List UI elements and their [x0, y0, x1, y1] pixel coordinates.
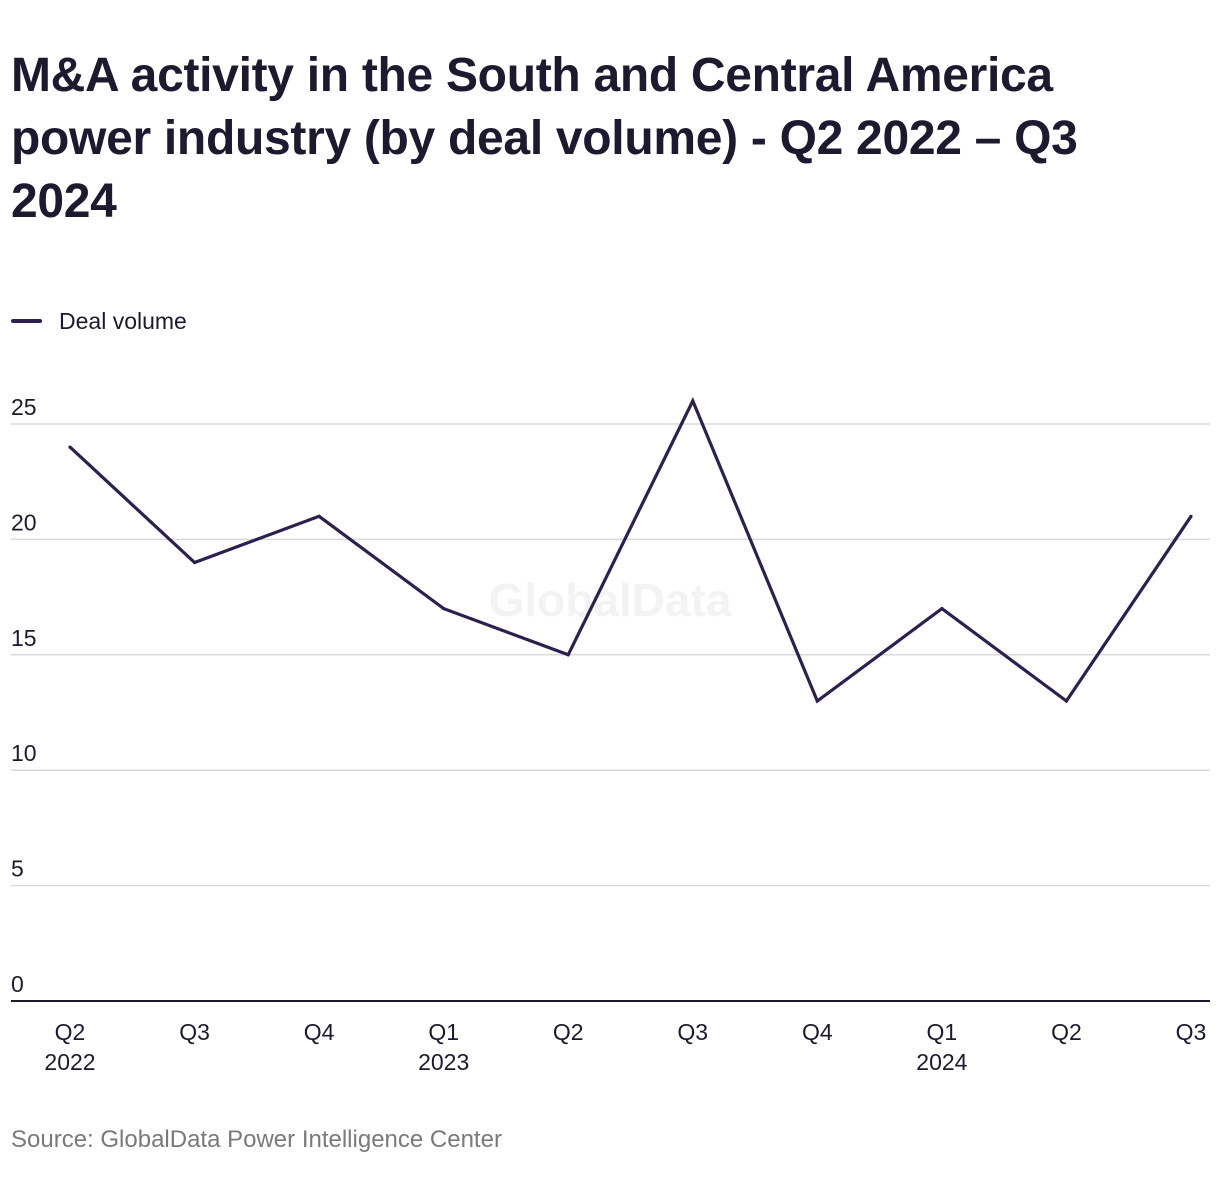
series-layer: [68, 397, 1193, 704]
data-point: [68, 445, 72, 449]
chart-title: M&A activity in the South and Central Am…: [11, 49, 1078, 228]
data-point: [940, 607, 944, 611]
x-tick-label: Q1: [428, 1019, 459, 1045]
data-point: [1189, 514, 1193, 518]
watermark-text: GlobalData: [489, 574, 732, 626]
data-point: [192, 560, 197, 565]
x-tick-year-label: 2024: [916, 1049, 967, 1075]
data-point: [1064, 699, 1069, 703]
x-tick-label: Q4: [304, 1019, 335, 1045]
data-point: [691, 399, 695, 403]
y-tick-label: 25: [11, 394, 37, 420]
x-axis-ticks: Q2 2022 Q3 Q4 Q1 2023 Q2 Q3 Q4 Q1 2024 Q2 Q3: [44, 1019, 1206, 1075]
x-tick-year-label: 2023: [418, 1049, 469, 1075]
legend: Deal volume: [11, 306, 187, 336]
y-tick-label: 0: [11, 971, 24, 997]
legend-label: Deal volume: [59, 307, 187, 334]
source-note: Source: GlobalData Power Intelligence Ce…: [11, 1126, 502, 1153]
x-tick-label: Q1: [927, 1019, 958, 1045]
y-tick-label: 5: [11, 856, 24, 882]
data-point: [317, 514, 321, 518]
x-tick-label: Q4: [802, 1019, 833, 1045]
x-tick-label: Q3: [1176, 1019, 1207, 1045]
data-point: [566, 653, 570, 657]
x-tick-label: Q2: [1051, 1019, 1082, 1045]
y-axis-ticks: 0 5 10 15 20 25: [11, 394, 37, 997]
series-line: [68, 397, 1193, 704]
y-tick-label: 20: [11, 509, 37, 535]
grid-layer: [11, 423, 1210, 887]
data-point: [442, 607, 446, 611]
data-point: [815, 699, 819, 703]
x-tick-label: Q3: [179, 1019, 210, 1045]
x-tick-label: Q3: [677, 1019, 708, 1045]
x-tick-label: Q2: [55, 1019, 86, 1045]
y-tick-label: 10: [11, 740, 37, 766]
legend-swatch: [11, 319, 42, 323]
y-tick-label: 15: [11, 625, 37, 651]
x-tick-year-label: 2022: [44, 1049, 95, 1075]
x-tick-label: Q2: [553, 1019, 584, 1045]
